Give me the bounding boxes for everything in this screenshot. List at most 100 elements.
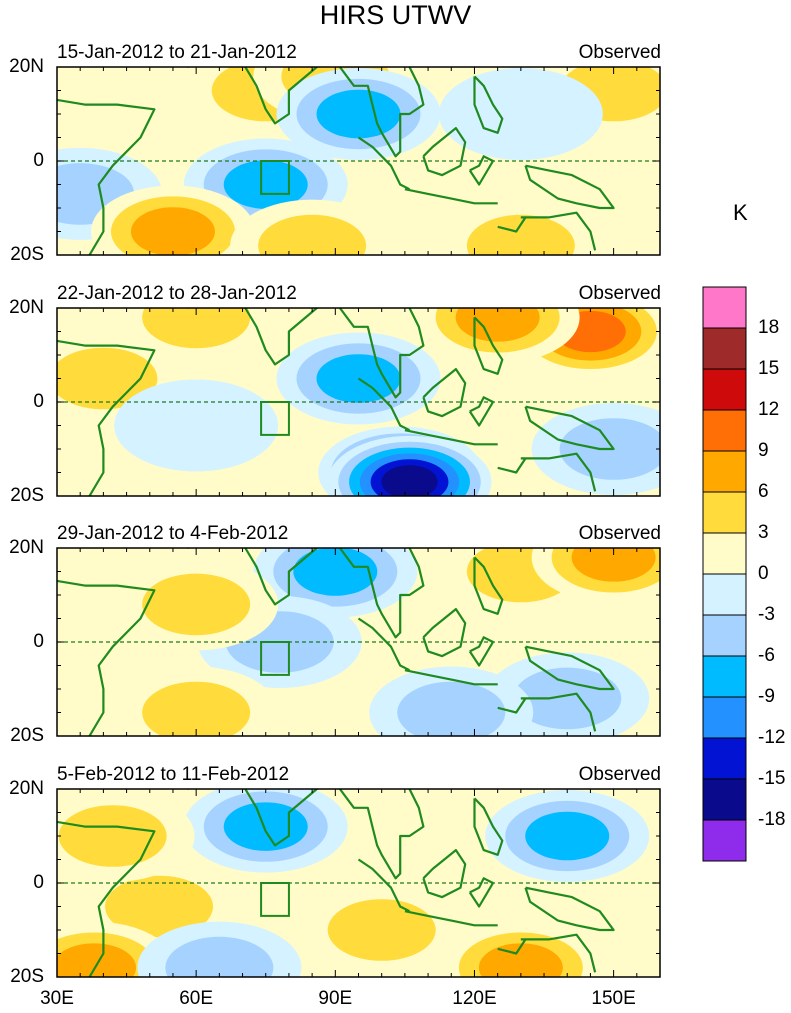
coastline [497,216,527,233]
panel-period-label: 22-Jan-2012 to 28-Jan-2012 [57,283,297,304]
colorbar-level-label: 18 [758,317,780,338]
anomaly-contour-fill [57,347,158,410]
colorbar-swatch [702,368,747,411]
y-tick-label: 20S [10,244,44,265]
panel-period-label: 15-Jan-2012 to 21-Jan-2012 [57,42,297,63]
colorbar-swatch [702,409,747,452]
map-frame [56,547,661,737]
coastline [57,820,156,977]
colorbar-level-label: 12 [758,399,780,420]
colorbar-swatch [702,696,747,739]
coastline [339,67,425,158]
anomaly-contour-fill [525,811,610,861]
anomaly-contour-fill [316,89,401,139]
panel-period-label: 29-Jan-2012 to 4-Feb-2012 [57,523,289,544]
colorbar-swatch [702,614,747,657]
coastline [57,98,156,255]
anomaly-contour-fill [57,943,137,977]
anomaly-contour-fill [223,802,308,851]
anomaly-contour-fill [455,308,540,342]
x-tick-label: 120E [452,988,497,1009]
panel-source-label: Observed [578,42,661,63]
figure-title: HIRS UTWV [319,0,472,30]
map-panel [56,788,661,978]
coastline [520,211,597,251]
coastline [524,645,615,691]
colorbar-swatch [702,327,747,370]
x-tick-label: 150E [591,988,636,1009]
colorbar-swatch [702,491,747,534]
target-region-box [260,401,290,436]
colorbar-level-label: -18 [758,809,786,830]
map-panel [56,307,661,497]
anomaly-contour-fill [381,465,438,496]
y-tick-label: 20S [10,966,44,987]
y-tick-label: 20N [9,56,44,77]
y-tick-label: 20S [10,485,44,506]
coastline [339,548,425,639]
colorbar-level-label: -6 [758,645,775,666]
anomaly-contour-fill [142,681,251,736]
coastline [473,75,504,134]
coastline [404,669,498,686]
x-tick-label: 60E [179,988,214,1009]
coastline [357,377,410,432]
y-tick-label: 0 [33,150,44,171]
coastline [422,368,467,418]
panel-period-label: 5-Feb-2012 to 11-Feb-2012 [57,764,290,785]
coastline [497,457,527,474]
colorbar-level-label: -3 [758,604,775,625]
y-tick-label: 20N [9,297,44,318]
coastline [339,789,425,880]
coastline [357,617,410,672]
anomaly-contour-fill [114,379,279,472]
coastline [473,556,504,615]
coastline [186,548,320,606]
colorbar-level-label: 6 [758,481,769,502]
coastline [497,697,527,714]
colorbar-swatch [702,532,747,575]
coastline [186,789,320,847]
coastline [404,910,498,927]
y-tick-label: 0 [33,631,44,652]
coastline [524,164,615,210]
anomaly-contour-fill [165,936,274,977]
anomaly-contour-fill [142,308,251,349]
coastline [422,849,467,899]
anomaly-contour-fill [130,207,215,255]
coastline [497,938,527,955]
target-region-box [260,641,290,676]
coastline [524,886,615,932]
anomaly-contour-fill [438,68,603,160]
anomaly-contour-fill [293,548,378,596]
coastline [468,396,495,427]
coastline [186,67,320,125]
anomaly-contour-fill [327,899,436,961]
coastline [339,308,425,399]
colorbar-level-label: -12 [758,727,786,748]
colorbar-level-label: -15 [758,768,786,789]
colorbar-swatch [702,737,747,780]
map-frame [56,788,661,978]
coastline [404,429,498,446]
colorbar-level-label: -9 [758,686,775,707]
anomaly-contour-fill [466,214,575,255]
coastline [357,858,410,913]
coastline [404,188,498,205]
anomaly-contour-fill [105,875,214,938]
y-tick-label: 20S [10,725,44,746]
anomaly-contour-fill [478,943,563,977]
target-region-box [260,160,290,195]
anomaly-contour-fill [58,67,223,137]
colorbar [702,286,747,862]
coastline [473,316,504,375]
colorbar-level-label: 9 [758,440,769,461]
anomaly-contour-fill [397,681,506,736]
anomaly-contour-fill [513,667,622,730]
anomaly-contour-fill [571,548,656,582]
coastline [520,452,597,492]
colorbar-level-label: 0 [758,563,769,584]
y-tick-label: 0 [33,872,44,893]
colorbar-swatch [702,573,747,616]
